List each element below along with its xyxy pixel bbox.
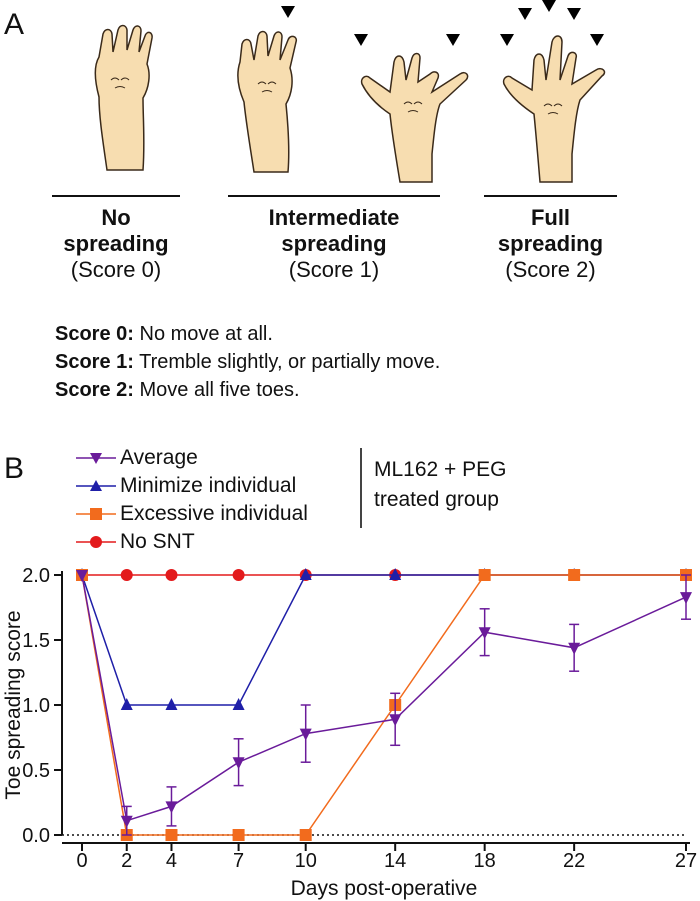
- legend-label: Average: [120, 446, 198, 469]
- data-point: [165, 801, 178, 814]
- data-point: [120, 569, 133, 581]
- score-definition-2: Score 2: Move all five toes.: [55, 376, 440, 404]
- data-point: [478, 627, 491, 640]
- paw-no-spreading-illustration: [94, 24, 153, 171]
- data-point: [165, 569, 178, 581]
- category-no-spreading: No spreading (Score 0): [52, 205, 180, 283]
- data-point: [680, 592, 692, 605]
- data-point: [568, 642, 581, 655]
- group-label: ML162 + PEG treated group: [374, 455, 507, 515]
- data-point: [120, 698, 133, 710]
- x-tick-label: 7: [233, 850, 244, 872]
- x-tick-label: 0: [76, 850, 87, 872]
- x-tick-label: 2: [121, 850, 132, 872]
- data-point: [165, 829, 178, 841]
- arrowhead-icon: [567, 8, 581, 20]
- group-divider: [360, 448, 362, 528]
- category-intermediate-spreading: Intermediate spreading (Score 1): [228, 205, 440, 283]
- category-score: (Score 0): [70, 257, 162, 282]
- paw-full-spreading-illustration: [502, 35, 606, 183]
- score-definitions: Score 0: No move at all. Score 1: Trembl…: [55, 320, 440, 404]
- data-point: [568, 569, 581, 581]
- legend-item-average: Average: [76, 444, 308, 472]
- x-tick-label: 14: [384, 850, 406, 872]
- panel-b-letter: B: [4, 452, 25, 485]
- legend-swatch-excessive: [76, 508, 116, 520]
- arrowhead-icon: [590, 34, 604, 46]
- data-point: [299, 728, 312, 741]
- series-line: [81, 574, 687, 822]
- data-point: [389, 568, 402, 580]
- score-definition-0: Score 0: No move at all.: [55, 320, 440, 348]
- panel-a-letter: A: [4, 8, 25, 41]
- legend-swatch-minimize: [76, 480, 116, 491]
- y-tick-label: 1.5: [22, 630, 50, 652]
- data-point: [299, 568, 312, 580]
- x-axis-label: Days post-operative: [291, 877, 478, 900]
- data-point: [232, 757, 245, 770]
- legend-swatch-no-snt: [76, 536, 116, 548]
- definition-text: Tremble slightly, or partially move.: [133, 351, 441, 373]
- category-title: spreading: [281, 231, 387, 256]
- category-title: spreading: [497, 231, 604, 256]
- category-rule: [52, 195, 180, 197]
- x-tick-label: 22: [563, 850, 585, 872]
- arrowhead-icon: [500, 34, 514, 46]
- group-label-line: treated group: [374, 488, 499, 511]
- y-axis-label: Toe spreading score: [2, 610, 25, 799]
- definition-text: No move at all.: [133, 323, 273, 345]
- data-point: [478, 569, 491, 581]
- paw-intermediate-1-illustration: [237, 30, 298, 173]
- legend-swatch-average: [76, 453, 116, 464]
- y-tick-label: 1.0: [22, 695, 50, 717]
- data-point: [232, 569, 245, 581]
- category-rule: [484, 195, 617, 197]
- legend-label: Minimize individual: [120, 474, 297, 497]
- category-title: Full: [530, 205, 571, 230]
- series-line: [81, 574, 686, 706]
- data-point: [389, 714, 402, 727]
- arrowhead-icon: [281, 6, 295, 18]
- arrowhead-icon: [446, 34, 460, 46]
- x-tick-label: 4: [166, 850, 177, 872]
- legend-item-minimize-individual: Minimize individual: [76, 472, 308, 500]
- definition-label: Score 0:: [55, 323, 134, 345]
- arrowhead-icon: [542, 0, 556, 12]
- definition-label: Score 1:: [55, 351, 134, 373]
- category-full-spreading: Full spreading (Score 2): [484, 205, 617, 283]
- category-title: Intermediate: [268, 205, 400, 230]
- legend-label: No SNT: [120, 530, 195, 553]
- legend-item-excessive-individual: Excessive individual: [76, 500, 308, 528]
- x-tick-label: 18: [474, 850, 496, 872]
- data-point: [76, 570, 88, 582]
- legend-item-no-snt: No SNT: [76, 528, 308, 556]
- data-point: [232, 829, 245, 841]
- category-score: (Score 2): [505, 257, 596, 282]
- category-rule: [228, 195, 440, 197]
- chart-legend: Average Minimize individual Excessive in…: [76, 444, 308, 556]
- y-tick-label: 0.0: [22, 825, 50, 847]
- data-point: [232, 698, 245, 710]
- y-tick-label: 2.0: [22, 565, 50, 587]
- group-label-line: ML162 + PEG: [374, 458, 507, 481]
- x-tick-label: 10: [295, 850, 317, 872]
- category-title: spreading: [63, 231, 169, 256]
- definition-label: Score 2:: [55, 379, 134, 401]
- category-score: (Score 1): [288, 257, 380, 282]
- y-tick-label: 0.5: [22, 760, 50, 782]
- line-chart: 0.0 0.5 1.0 1.5 2.0 0 2 4 7 10 14 18 22 27 Days post-o…: [2, 565, 697, 900]
- category-title: No: [101, 205, 131, 230]
- data-point: [165, 698, 178, 710]
- arrowhead-icon: [518, 8, 532, 20]
- x-tick-label: 27: [675, 850, 697, 872]
- arrowhead-icon: [354, 34, 368, 46]
- data-point: [299, 829, 312, 841]
- score-definition-1: Score 1: Tremble slightly, or partially …: [55, 348, 440, 376]
- paw-intermediate-2-illustration: [360, 52, 469, 183]
- legend-label: Excessive individual: [120, 502, 308, 525]
- definition-text: Move all five toes.: [133, 379, 300, 401]
- data-point: [120, 815, 133, 828]
